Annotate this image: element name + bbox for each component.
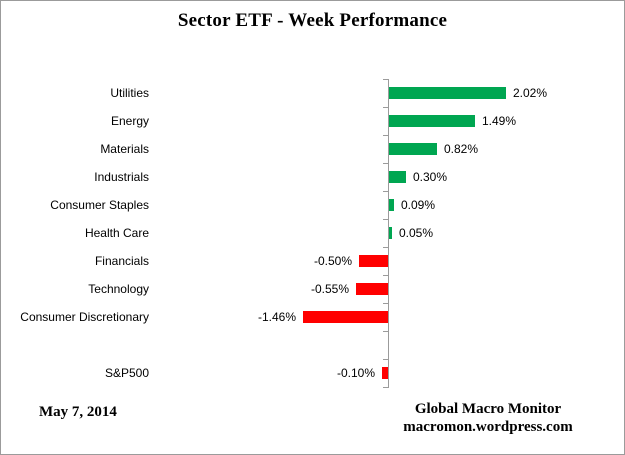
category-label: Health Care <box>84 226 149 240</box>
chart-date: May 7, 2014 <box>39 404 117 420</box>
category-label: Financials <box>94 254 149 268</box>
bar-negative <box>303 311 388 323</box>
axis-tick <box>383 219 388 220</box>
value-label: 0.09% <box>401 198 436 212</box>
axis-tick <box>383 247 388 248</box>
value-label: -0.50% <box>313 254 352 268</box>
category-label: Technology <box>88 282 149 296</box>
category-axis-line <box>388 79 389 388</box>
axis-tick <box>383 387 388 388</box>
bar-positive <box>389 87 506 99</box>
bar-negative <box>356 283 388 295</box>
category-label: Materials <box>100 142 149 156</box>
category-label: Industrials <box>94 170 149 184</box>
axis-tick <box>383 107 388 108</box>
category-label: Energy <box>110 114 149 128</box>
source-url: macromon.wordpress.com <box>403 419 573 435</box>
category-label: Utilities <box>110 86 149 100</box>
bar-negative <box>382 367 388 379</box>
category-label: Consumer Staples <box>50 198 149 212</box>
axis-tick <box>383 135 388 136</box>
axis-tick <box>383 331 388 332</box>
value-label: 1.49% <box>482 114 517 128</box>
value-label: 2.02% <box>513 86 548 100</box>
value-label: -0.55% <box>310 282 349 296</box>
bar-positive <box>389 199 394 211</box>
bar-positive <box>389 143 437 155</box>
category-label: Consumer Discretionary <box>20 310 149 324</box>
axis-tick <box>383 275 388 276</box>
axis-tick <box>383 163 388 164</box>
chart-title: Sector ETF - Week Performance <box>177 10 448 31</box>
source-name: Global Macro Monitor <box>414 401 562 417</box>
axis-tick <box>383 303 388 304</box>
value-label: -1.46% <box>257 310 296 324</box>
bar-positive <box>389 171 406 183</box>
value-label: -0.10% <box>336 366 375 380</box>
value-label: 0.30% <box>413 170 448 184</box>
axis-tick <box>383 191 388 192</box>
value-label: 0.82% <box>444 142 479 156</box>
axis-tick <box>383 79 388 80</box>
bar-positive <box>389 115 475 127</box>
value-label: 0.05% <box>399 226 434 240</box>
category-label: S&P500 <box>104 366 149 380</box>
bar-positive <box>389 227 392 239</box>
bar-negative <box>359 255 388 267</box>
source-attribution: Global Macro Monitor macromon.wordpress.… <box>378 400 598 436</box>
axis-tick <box>383 359 388 360</box>
